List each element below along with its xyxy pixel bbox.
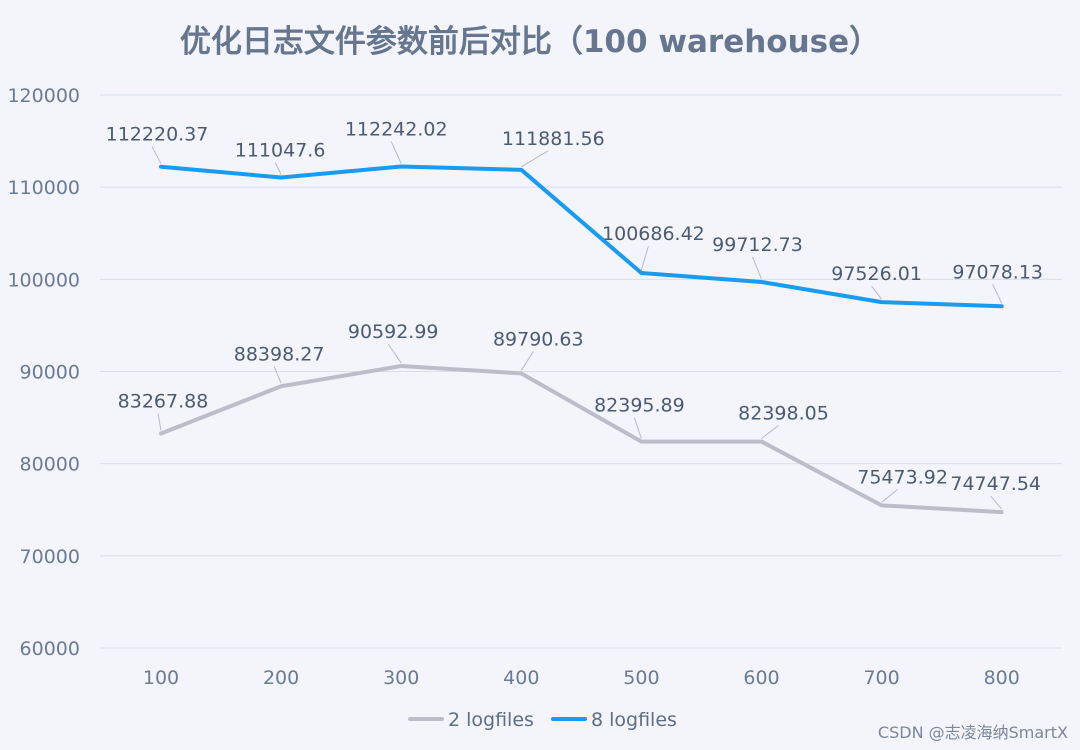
data-label: 112220.37 bbox=[106, 124, 209, 146]
y-tick-label: 100000 bbox=[7, 269, 80, 291]
data-label-leader bbox=[990, 495, 1003, 510]
y-tick-label: 70000 bbox=[20, 546, 80, 568]
data-label-leader bbox=[151, 146, 162, 164]
series-lines bbox=[159, 164, 1004, 515]
data-label: 97526.01 bbox=[831, 263, 922, 285]
data-label-leader bbox=[521, 150, 549, 168]
y-tick-label: 80000 bbox=[20, 454, 80, 476]
data-label: 99712.73 bbox=[712, 234, 803, 256]
x-tick-label: 300 bbox=[383, 667, 419, 689]
data-label-leader bbox=[273, 366, 282, 384]
data-label: 112242.02 bbox=[345, 119, 448, 141]
data-label-leader bbox=[387, 343, 402, 364]
y-tick-label: 110000 bbox=[7, 177, 80, 199]
x-axis-ticks: 100 200 300 400 500 600 700 800 bbox=[143, 667, 1020, 689]
x-tick-label: 600 bbox=[743, 667, 779, 689]
data-labels: 83267.88 88398.27 90592.99 89790.63 82395.89… bbox=[106, 119, 1043, 510]
legend-item: 2 logfiles bbox=[408, 709, 534, 731]
data-label-leader bbox=[871, 285, 882, 300]
data-label-leader bbox=[633, 417, 642, 439]
data-label: 83267.88 bbox=[118, 391, 209, 413]
data-label-leader bbox=[992, 284, 1003, 304]
data-label-leader bbox=[752, 256, 762, 280]
data-label-leader bbox=[274, 162, 282, 175]
data-label: 74747.54 bbox=[950, 473, 1041, 495]
x-tick-label: 800 bbox=[984, 667, 1020, 689]
data-label: 97078.13 bbox=[952, 261, 1043, 283]
y-tick-label: 60000 bbox=[20, 638, 80, 660]
series-line-2-logfiles bbox=[159, 364, 1004, 515]
watermark-text: CSDN @志凌海纳SmartX bbox=[878, 723, 1068, 742]
x-tick-label: 700 bbox=[863, 667, 899, 689]
x-tick-label: 400 bbox=[503, 667, 539, 689]
data-label-leader bbox=[157, 413, 162, 431]
data-label: 82398.05 bbox=[738, 403, 829, 425]
data-label: 90592.99 bbox=[348, 321, 439, 343]
data-label: 111047.6 bbox=[235, 140, 326, 162]
data-label: 88398.27 bbox=[234, 343, 325, 365]
data-label: 111881.56 bbox=[502, 128, 605, 150]
data-label-leader bbox=[881, 488, 898, 503]
x-tick-label: 200 bbox=[263, 667, 299, 689]
legend: 2 logfiles 8 logfiles bbox=[408, 709, 677, 731]
data-label-leader bbox=[390, 141, 402, 164]
series-line-8-logfiles bbox=[159, 164, 1004, 309]
y-axis-ticks: 60000 70000 80000 90000 100000 110000 120000 bbox=[7, 85, 80, 660]
data-label: 75473.92 bbox=[857, 466, 948, 488]
chart-title: 优化日志文件参数前后对比（100 warehouse） bbox=[180, 24, 880, 60]
data-label-leader bbox=[520, 351, 534, 371]
legend-label: 2 logfiles bbox=[448, 709, 534, 731]
data-label: 82395.89 bbox=[594, 395, 685, 417]
y-tick-label: 120000 bbox=[7, 85, 80, 107]
data-label-leader bbox=[640, 245, 649, 271]
y-tick-label: 90000 bbox=[20, 362, 80, 384]
data-label-leader bbox=[761, 425, 779, 439]
legend-label: 8 logfiles bbox=[591, 709, 677, 731]
legend-item: 8 logfiles bbox=[551, 709, 677, 731]
data-label: 100686.42 bbox=[602, 223, 705, 245]
grid-lines bbox=[100, 94, 1062, 649]
data-label: 89790.63 bbox=[493, 328, 584, 350]
x-tick-label: 100 bbox=[143, 667, 179, 689]
x-tick-label: 500 bbox=[623, 667, 659, 689]
